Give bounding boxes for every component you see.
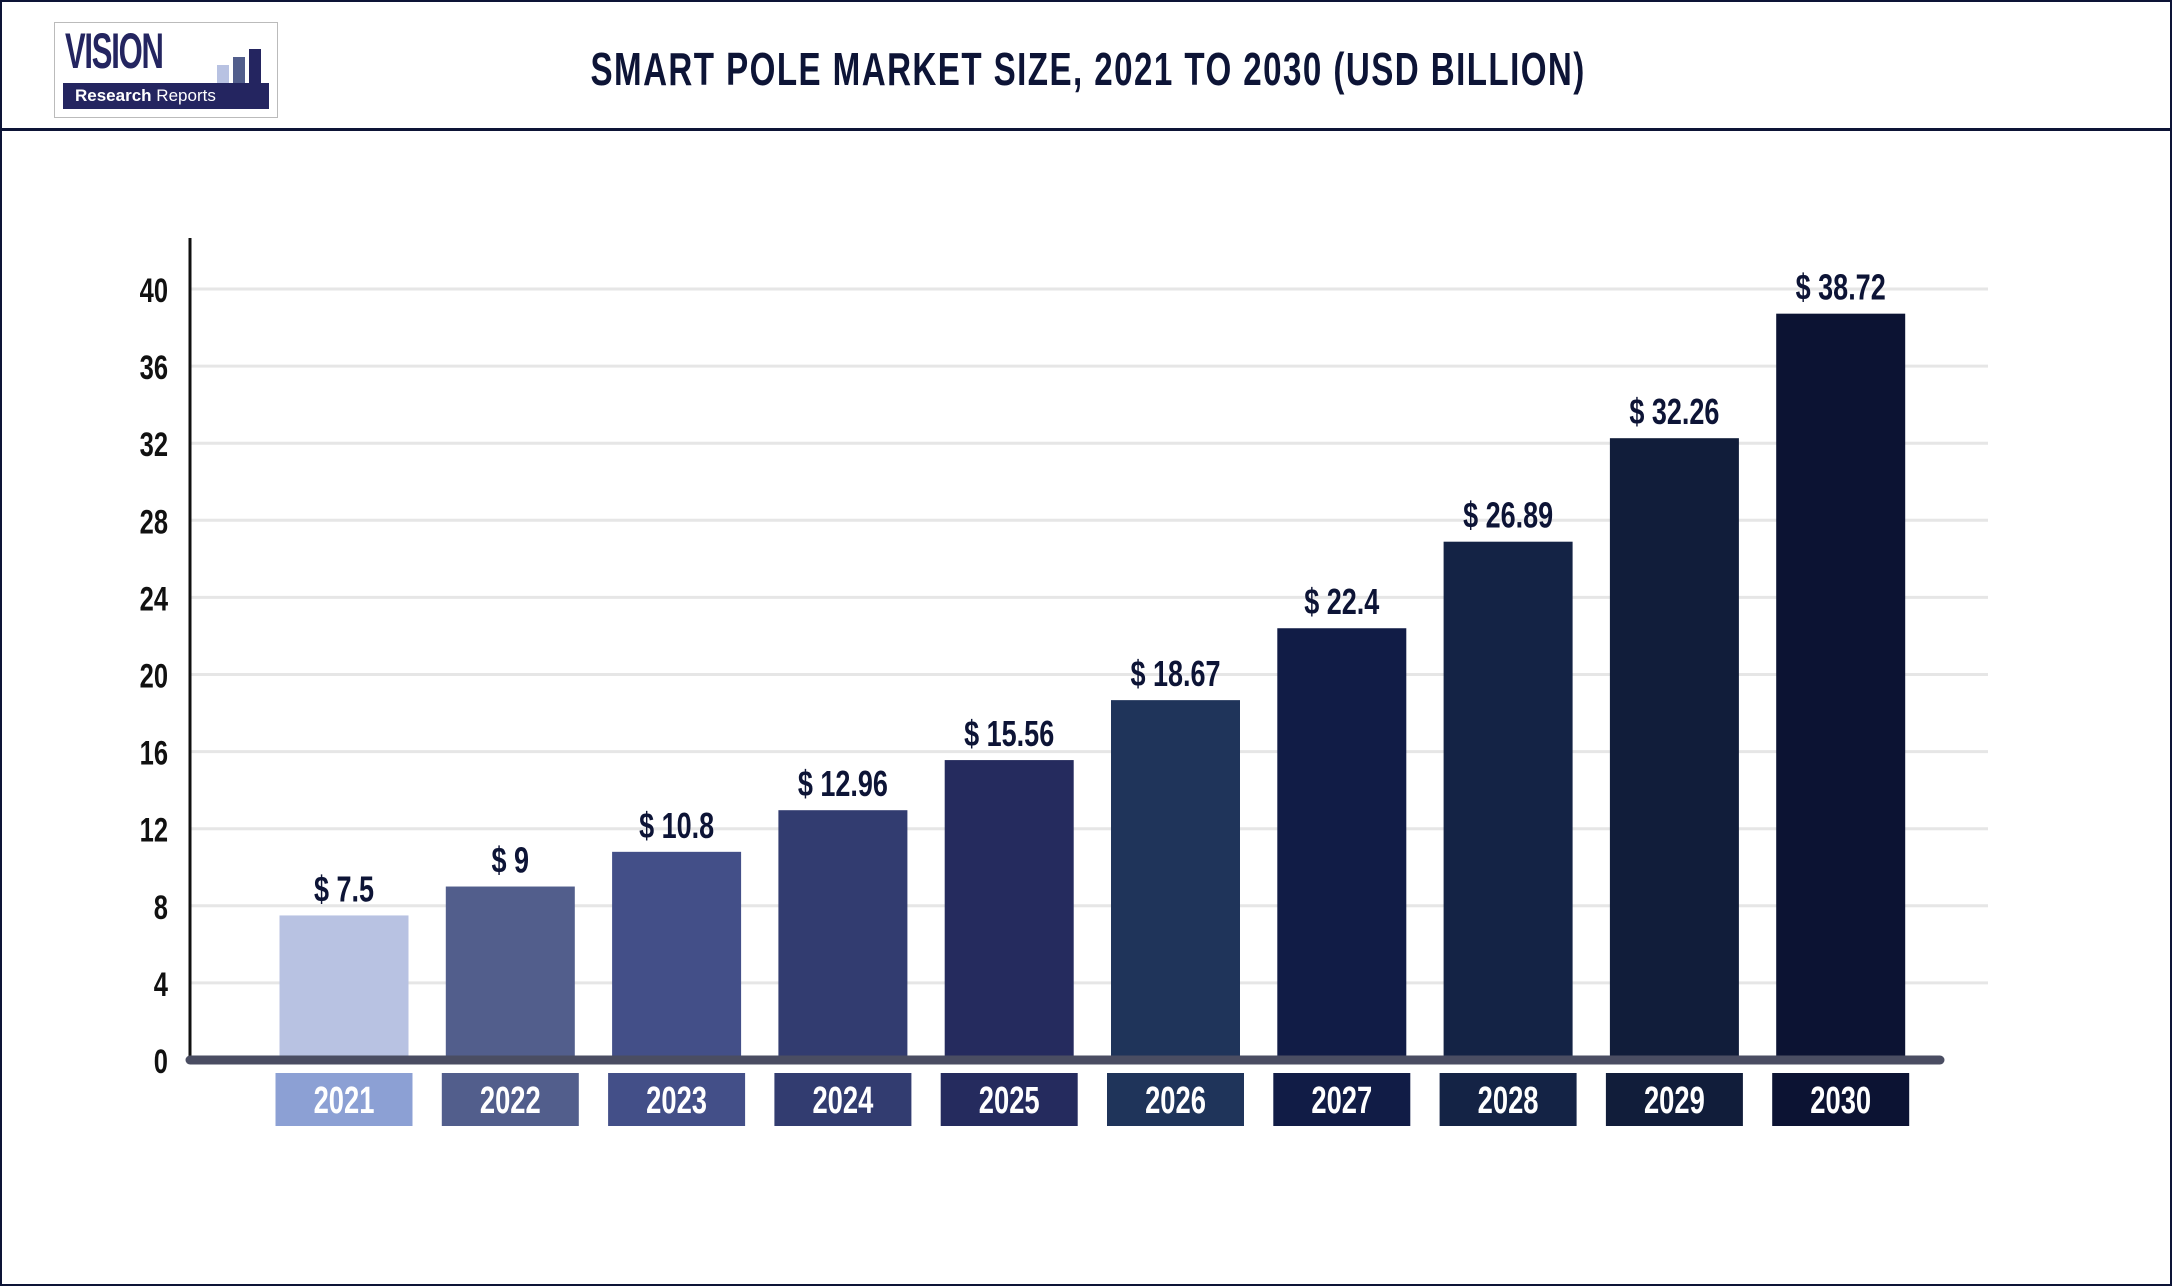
x-label-box bbox=[774, 1073, 912, 1126]
data-label: $ 38.72 bbox=[1796, 267, 1886, 308]
y-tick-label: 4 bbox=[154, 966, 168, 1003]
x-label-box bbox=[1107, 1073, 1244, 1126]
logo-word: VISION bbox=[65, 23, 164, 79]
chart-title-text: SMART POLE MARKET SIZE, 2021 TO 2030 (US… bbox=[590, 43, 1586, 95]
x-tick-label: 2025 bbox=[979, 1080, 1040, 1122]
y-tick-label: 28 bbox=[140, 504, 168, 541]
y-tick-label: 8 bbox=[154, 889, 168, 926]
x-tick-label: 2027 bbox=[1311, 1080, 1372, 1122]
x-label-box bbox=[1605, 1073, 1743, 1126]
y-tick-label: 12 bbox=[140, 812, 168, 849]
x-label-box bbox=[608, 1073, 746, 1126]
header: VISION Research Reports SMART POLE MARKE… bbox=[2, 2, 2170, 131]
y-tick-label: 16 bbox=[140, 735, 168, 772]
bar-2026 bbox=[1111, 700, 1240, 1060]
bar-2028 bbox=[1443, 541, 1573, 1060]
bar-2025 bbox=[944, 760, 1074, 1060]
y-tick-label: 32 bbox=[140, 427, 168, 464]
y-tick-label: 24 bbox=[140, 581, 169, 618]
y-tick-label: 40 bbox=[140, 273, 168, 310]
x-tick-label: 2029 bbox=[1644, 1080, 1705, 1122]
y-tick-label: 36 bbox=[140, 350, 168, 387]
data-label: $ 9 bbox=[492, 840, 530, 881]
data-label: $ 12.96 bbox=[798, 763, 888, 804]
bar-2030 bbox=[1776, 313, 1906, 1060]
x-tick-label: 2024 bbox=[812, 1080, 873, 1122]
y-tick-label: 20 bbox=[140, 658, 168, 695]
x-label-box bbox=[275, 1073, 413, 1126]
x-label-box bbox=[441, 1073, 579, 1126]
x-label-box bbox=[1439, 1073, 1577, 1126]
logo-bar-icon bbox=[217, 65, 229, 83]
logo-bar-icon bbox=[249, 49, 261, 83]
data-label: $ 7.5 bbox=[314, 869, 374, 910]
data-label: $ 26.89 bbox=[1463, 495, 1553, 536]
x-tick-label: 2028 bbox=[1478, 1080, 1539, 1122]
x-tick-label: 2023 bbox=[646, 1080, 707, 1122]
bar-2027 bbox=[1277, 628, 1407, 1060]
x-tick-label: 2021 bbox=[314, 1080, 375, 1122]
data-label: $ 15.56 bbox=[964, 713, 1054, 754]
x-label-box bbox=[1772, 1073, 1910, 1126]
x-tick-label: 2026 bbox=[1145, 1080, 1206, 1122]
vision-research-reports-logo: VISION Research Reports bbox=[54, 22, 278, 118]
logo-tagline: Research Reports bbox=[63, 83, 269, 109]
x-label-box bbox=[940, 1073, 1078, 1126]
x-tick-label: 2022 bbox=[480, 1080, 541, 1122]
data-label: $ 22.4 bbox=[1304, 581, 1379, 622]
y-tick-label: 0 bbox=[154, 1044, 168, 1081]
bar-2024 bbox=[778, 810, 908, 1060]
data-label: $ 32.26 bbox=[1629, 391, 1719, 432]
bar-2029 bbox=[1609, 438, 1739, 1061]
x-label-box bbox=[1273, 1073, 1411, 1126]
logo-tagline-rest: Reports bbox=[156, 86, 216, 105]
data-label: $ 18.67 bbox=[1130, 653, 1220, 694]
bar-2022 bbox=[445, 886, 575, 1060]
bar-2023 bbox=[612, 851, 742, 1060]
chart-title: SMART POLE MARKET SIZE, 2021 TO 2030 (US… bbox=[302, 42, 1874, 96]
bar-2021 bbox=[279, 915, 409, 1060]
data-label: $ 10.8 bbox=[639, 805, 714, 846]
x-tick-label: 2030 bbox=[1810, 1080, 1871, 1122]
logo-bar-icon bbox=[233, 57, 245, 83]
logo-tagline-bold: Research bbox=[75, 86, 152, 105]
